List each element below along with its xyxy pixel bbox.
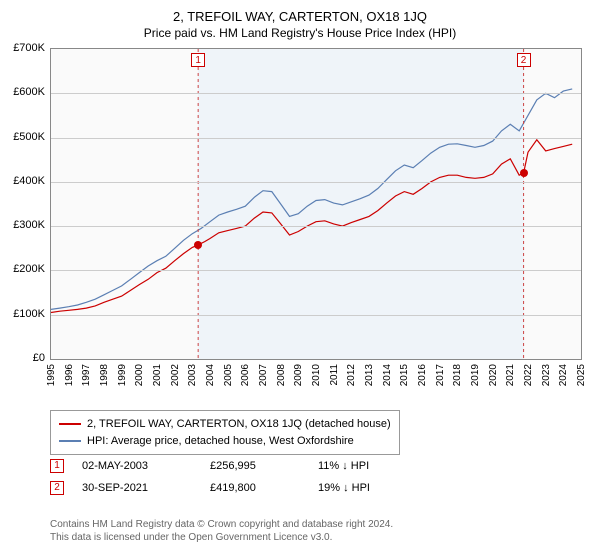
x-tick-label: 2009 <box>293 364 304 386</box>
x-tick-label: 2023 <box>541 364 552 386</box>
x-tick-label: 1995 <box>46 364 57 386</box>
legend-swatch <box>59 440 81 442</box>
footnote-line-2: This data is licensed under the Open Gov… <box>50 531 393 544</box>
transaction-delta: 11% ↓ HPI <box>318 455 369 477</box>
x-tick-label: 2011 <box>329 364 340 386</box>
sale-marker-dot <box>194 241 202 249</box>
y-tick-label: £600K <box>0 86 45 98</box>
y-tick-label: £0 <box>0 352 45 364</box>
x-tick-label: 2016 <box>417 364 428 386</box>
chart-plot-area: 12 <box>50 48 582 360</box>
sale-marker-dot <box>520 169 528 177</box>
transaction-date: 02-MAY-2003 <box>82 455 192 477</box>
footnote-line-1: Contains HM Land Registry data © Crown c… <box>50 518 393 531</box>
x-tick-label: 2007 <box>258 364 269 386</box>
y-tick-label: £300K <box>0 219 45 231</box>
x-tick-label: 2017 <box>435 364 446 386</box>
x-tick-label: 2025 <box>576 364 587 386</box>
transaction-table: 1 02-MAY-2003 £256,995 11% ↓ HPI 2 30-SEP-202… <box>50 455 370 499</box>
gridline-h <box>51 138 581 139</box>
chart-title: 2, TREFOIL WAY, CARTERTON, OX18 1JQ <box>0 0 600 26</box>
transaction-row: 2 30-SEP-2021 £419,800 19% ↓ HPI <box>50 477 370 499</box>
x-tick-label: 1999 <box>117 364 128 386</box>
transaction-marker: 2 <box>50 481 64 495</box>
gridline-h <box>51 182 581 183</box>
transaction-price: £256,995 <box>210 455 300 477</box>
transaction-price: £419,800 <box>210 477 300 499</box>
x-tick-label: 2008 <box>276 364 287 386</box>
x-tick-label: 2003 <box>187 364 198 386</box>
x-tick-label: 2002 <box>170 364 181 386</box>
y-tick-label: £100K <box>0 308 45 320</box>
transaction-delta: 19% ↓ HPI <box>318 477 370 499</box>
gridline-h <box>51 270 581 271</box>
gridline-h <box>51 315 581 316</box>
y-tick-label: £500K <box>0 131 45 143</box>
sale-marker-box: 2 <box>517 53 531 67</box>
x-tick-label: 1997 <box>81 364 92 386</box>
x-tick-label: 2006 <box>240 364 251 386</box>
legend-item: HPI: Average price, detached house, West… <box>59 433 391 450</box>
y-tick-label: £700K <box>0 42 45 54</box>
x-tick-label: 2010 <box>311 364 322 386</box>
transaction-marker: 1 <box>50 459 64 473</box>
x-tick-label: 2020 <box>488 364 499 386</box>
transaction-date: 30-SEP-2021 <box>82 477 192 499</box>
legend-box: 2, TREFOIL WAY, CARTERTON, OX18 1JQ (det… <box>50 410 400 455</box>
y-tick-label: £400K <box>0 175 45 187</box>
legend-label: HPI: Average price, detached house, West… <box>87 433 354 450</box>
x-tick-label: 2021 <box>505 364 516 386</box>
legend-item: 2, TREFOIL WAY, CARTERTON, OX18 1JQ (det… <box>59 416 391 433</box>
x-tick-label: 2001 <box>152 364 163 386</box>
sale-marker-box: 1 <box>191 53 205 67</box>
x-tick-label: 2014 <box>382 364 393 386</box>
x-tick-label: 2022 <box>523 364 534 386</box>
x-tick-label: 2000 <box>134 364 145 386</box>
x-tick-label: 1996 <box>64 364 75 386</box>
y-tick-label: £200K <box>0 263 45 275</box>
x-tick-label: 2013 <box>364 364 375 386</box>
gridline-h <box>51 226 581 227</box>
transaction-row: 1 02-MAY-2003 £256,995 11% ↓ HPI <box>50 455 370 477</box>
x-tick-label: 2004 <box>205 364 216 386</box>
footnote: Contains HM Land Registry data © Crown c… <box>50 518 393 544</box>
legend-label: 2, TREFOIL WAY, CARTERTON, OX18 1JQ (det… <box>87 416 391 433</box>
gridline-h <box>51 93 581 94</box>
x-tick-label: 2012 <box>346 364 357 386</box>
x-tick-label: 1998 <box>99 364 110 386</box>
legend-swatch <box>59 423 81 425</box>
chart-svg <box>51 49 581 359</box>
x-tick-label: 2024 <box>558 364 569 386</box>
x-tick-label: 2018 <box>452 364 463 386</box>
chart-subtitle: Price paid vs. HM Land Registry's House … <box>0 26 600 40</box>
x-tick-label: 2015 <box>399 364 410 386</box>
x-tick-label: 2005 <box>223 364 234 386</box>
x-tick-label: 2019 <box>470 364 481 386</box>
